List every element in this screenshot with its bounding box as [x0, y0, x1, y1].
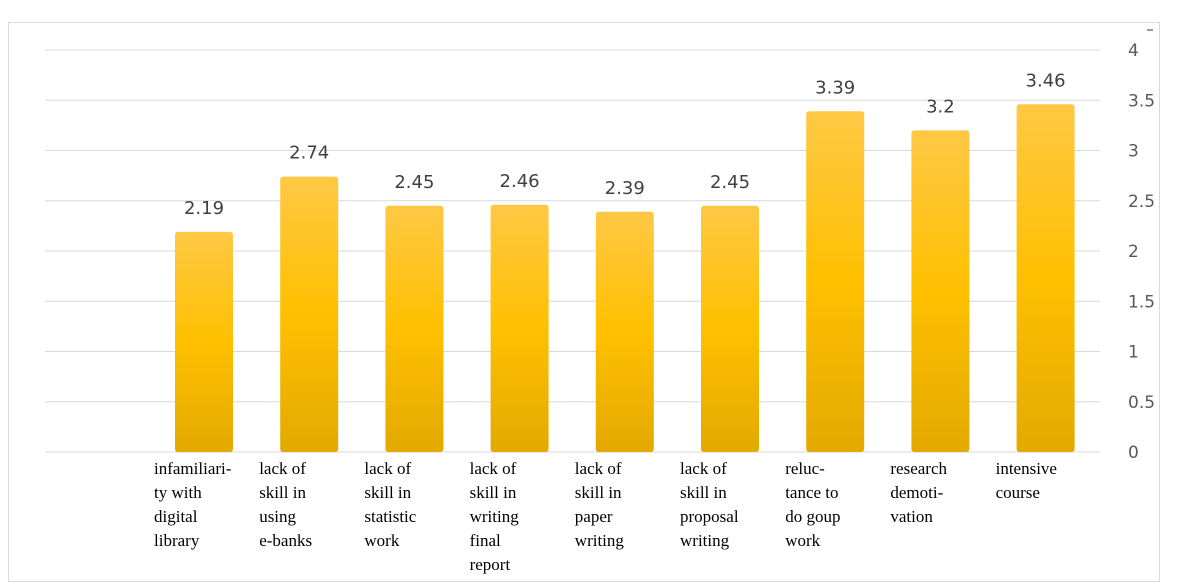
bar: [701, 205, 759, 452]
data-label: 2.46: [500, 171, 540, 192]
bar: [385, 205, 444, 452]
category-label: intensive course: [996, 459, 1057, 502]
category-label: lack of skill in writing final report: [470, 459, 520, 574]
category-label: lack of skill in using e-banks: [259, 459, 312, 550]
data-label: 3.39: [815, 77, 855, 98]
y-tick-label: 0.5: [1128, 393, 1155, 413]
y-tick-label: 2.5: [1128, 192, 1155, 212]
category-label: lack of skill in proposal writing: [680, 459, 739, 550]
bar: [806, 111, 865, 453]
y-tick-label: 0: [1128, 443, 1139, 463]
data-label: 2.45: [394, 172, 434, 193]
bar: [490, 204, 549, 452]
data-label: 3.46: [1026, 70, 1066, 91]
y-tick-label: 2: [1128, 242, 1139, 262]
category-label: research demoti-vation: [890, 459, 947, 526]
bar: [280, 176, 339, 452]
y-tick-label: 3.5: [1128, 91, 1155, 111]
data-label: 2.39: [605, 178, 645, 199]
category-label: lack of skill in statistic work: [364, 459, 416, 550]
data-label: 2.74: [289, 143, 329, 164]
data-label: 2.19: [184, 198, 224, 219]
category-label: reluc-tance to do goup work: [785, 459, 840, 550]
y-tick-label: 1.5: [1128, 292, 1155, 312]
bar: [1016, 104, 1075, 453]
data-label: 2.45: [710, 172, 750, 193]
corner-mark: [1147, 29, 1153, 31]
category-label: lack of skill in paper writing: [575, 459, 625, 550]
data-label: 3.2: [926, 96, 955, 117]
bar: [595, 211, 654, 452]
y-tick-label: 3: [1128, 142, 1139, 162]
y-tick-label: 4: [1128, 41, 1139, 61]
category-label: infamiliari-ty with digital library: [154, 459, 232, 550]
bar: [175, 231, 233, 452]
y-tick-label: 1: [1128, 343, 1139, 363]
bar: [911, 130, 970, 452]
